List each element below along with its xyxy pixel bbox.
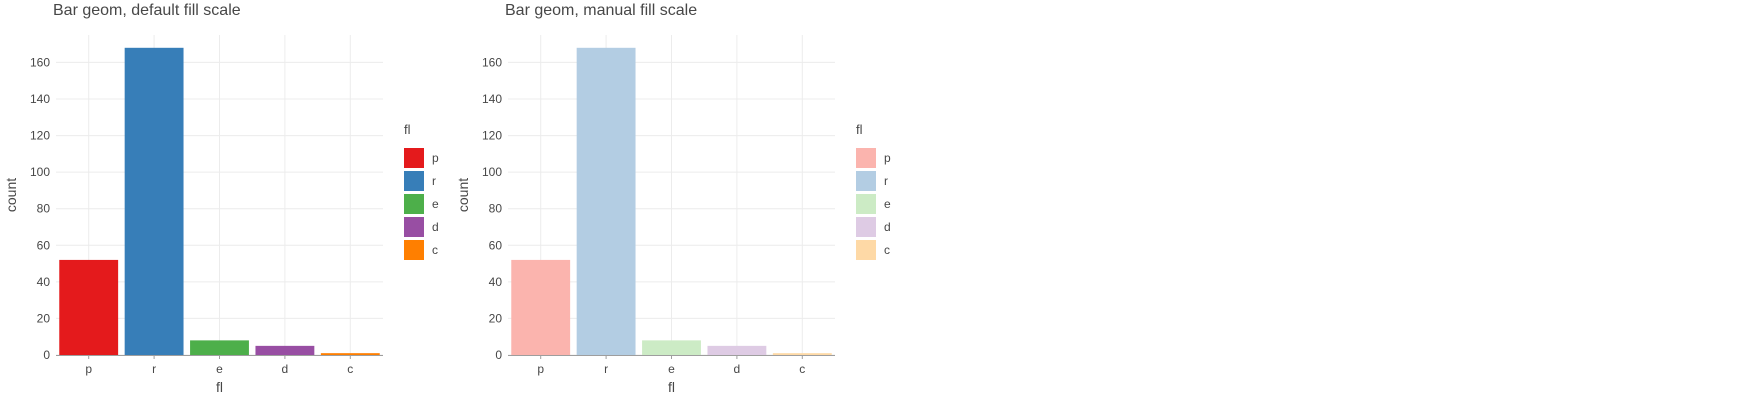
- legend-key-r: [404, 171, 424, 191]
- x-tick-label: d: [734, 362, 741, 376]
- legend-label-p: p: [432, 151, 439, 165]
- legend-label-c: c: [432, 243, 438, 257]
- legend-label-r: r: [884, 174, 888, 188]
- bar-r: [576, 47, 636, 356]
- y-tick-label: 20: [37, 311, 51, 325]
- bar-c: [320, 353, 380, 355]
- legend-label-c: c: [884, 243, 890, 257]
- chart-title: Bar geom, default fill scale: [53, 2, 241, 19]
- legend-label-d: d: [432, 220, 439, 234]
- bar-e: [642, 340, 701, 355]
- legend-key-d: [856, 217, 876, 237]
- legend-key-p: [404, 148, 424, 168]
- x-tick-label: c: [347, 362, 353, 376]
- y-tick-label: 20: [489, 311, 503, 325]
- x-tick-label: e: [216, 362, 223, 376]
- y-tick-label: 120: [30, 129, 50, 143]
- x-tick-label: c: [799, 362, 805, 376]
- y-tick-label: 0: [43, 348, 50, 362]
- y-tick-label: 40: [37, 275, 51, 289]
- legend-key-r: [856, 171, 876, 191]
- y-tick-label: 140: [30, 92, 50, 106]
- bar-e: [190, 340, 249, 355]
- y-axis-title: count: [455, 178, 471, 212]
- y-tick-label: 140: [482, 92, 502, 106]
- y-tick-label: 60: [489, 238, 503, 252]
- legend-key-c: [856, 240, 876, 260]
- x-tick-label: e: [668, 362, 675, 376]
- legend-label-d: d: [884, 220, 891, 234]
- y-tick-label: 160: [482, 55, 502, 69]
- legend-label-r: r: [432, 174, 436, 188]
- bar-r: [124, 47, 184, 356]
- x-tick-label: p: [85, 362, 92, 376]
- y-tick-label: 100: [482, 165, 502, 179]
- legend-title: fl: [856, 122, 863, 137]
- bar-p: [59, 259, 119, 355]
- legend-key-c: [404, 240, 424, 260]
- y-tick-label: 80: [489, 202, 503, 216]
- x-tick-label: d: [282, 362, 289, 376]
- legend-label-e: e: [432, 197, 439, 211]
- legend-key-d: [404, 217, 424, 237]
- y-axis-title: count: [3, 178, 19, 212]
- legend-key-e: [404, 194, 424, 214]
- bar-c: [772, 353, 832, 355]
- y-tick-label: 40: [489, 275, 503, 289]
- y-tick-label: 60: [37, 238, 51, 252]
- x-axis-title: fl: [668, 379, 675, 395]
- bar-p: [511, 259, 571, 355]
- y-tick-label: 0: [495, 348, 502, 362]
- y-tick-label: 80: [37, 202, 51, 216]
- x-axis-title: fl: [216, 379, 223, 395]
- legend-key-e: [856, 194, 876, 214]
- y-tick-label: 120: [482, 129, 502, 143]
- bar-d: [255, 345, 315, 355]
- chart-panel-1: Bar geom, default fill scale 0 20 40 60 80 100…: [3, 2, 439, 395]
- legend-label-e: e: [884, 197, 891, 211]
- legend-label-p: p: [884, 151, 891, 165]
- x-tick-label: r: [604, 362, 608, 376]
- chart-title: Bar geom, manual fill scale: [505, 2, 697, 19]
- legend-title: fl: [404, 122, 411, 137]
- y-tick-label: 100: [30, 165, 50, 179]
- legend-key-p: [856, 148, 876, 168]
- x-tick-label: p: [537, 362, 544, 376]
- y-tick-label: 160: [30, 55, 50, 69]
- x-tick-label: r: [152, 362, 156, 376]
- bar-d: [707, 345, 767, 355]
- chart-panel-2: Bar geom, manual fill scale 0 20 40 60 80 100 1…: [455, 2, 891, 395]
